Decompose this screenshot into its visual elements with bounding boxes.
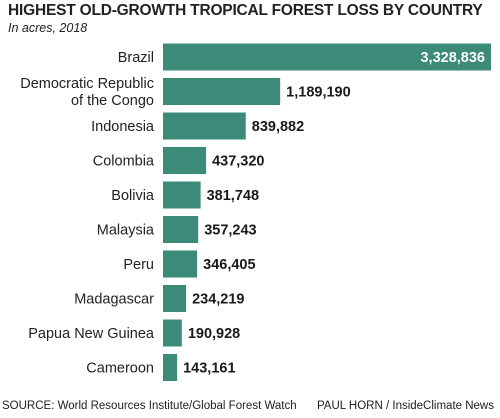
value-label: 381,748 [207,188,259,204]
category-label: Malaysia [97,223,155,239]
credit-note: PAUL HORN / InsideClimate News [316,400,494,412]
bar [163,147,207,174]
bar [163,319,182,347]
value-label: 190,928 [188,326,240,342]
value-label: 839,882 [252,119,304,135]
category-label: Papua New Guinea [28,326,155,342]
bar [163,181,201,209]
category-label: Colombia [93,154,155,170]
bar [163,78,281,105]
category-label: Indonesia [91,119,155,135]
value-label: 346,405 [203,257,255,273]
category-label: Democratic Republic of the Congo [20,76,154,109]
value-label: 437,320 [212,154,264,170]
bar [163,216,199,243]
category-label: Bolivia [111,188,155,204]
chart-subtitle: In acres, 2018 [8,21,88,35]
value-label: 1,189,190 [286,85,351,101]
value-label: 234,219 [192,292,244,308]
value-label: 3,328,836 [420,50,485,66]
chart-title: HIGHEST OLD-GROWTH TROPICAL FOREST LOSS … [8,2,483,19]
value-label: 143,161 [183,361,235,377]
bar [163,285,187,312]
category-label: Brazil [118,50,154,66]
value-label: 357,243 [204,223,256,239]
category-label: Cameroon [86,361,154,377]
category-label: Peru [123,257,154,273]
category-label: Madagascar [74,292,154,308]
bar [163,354,178,381]
bar [163,112,246,140]
bar [163,250,198,278]
bar [163,43,491,71]
source-note: SOURCE: World Resources Institute/Global… [2,400,297,412]
